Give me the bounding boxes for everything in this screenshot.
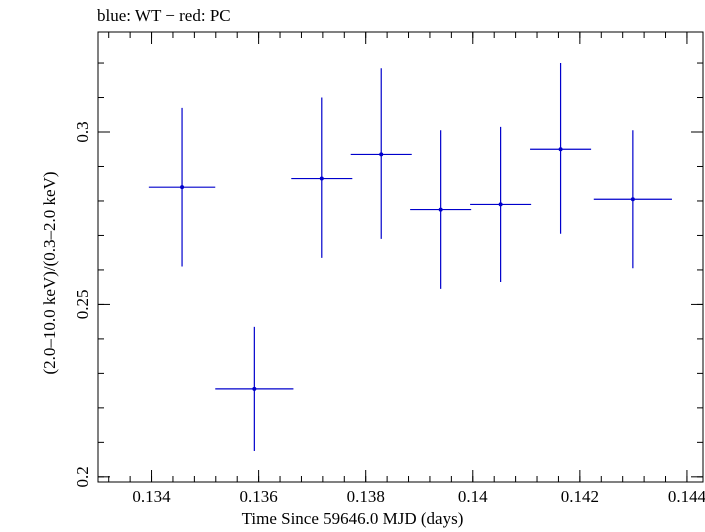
axis-ticks [98, 32, 703, 482]
x-tick-label: 0.142 [561, 487, 599, 506]
data-point [593, 130, 672, 269]
x-tick-label: 0.14 [458, 487, 488, 506]
data-marker [438, 207, 443, 212]
data-marker [558, 147, 563, 152]
data-point [470, 126, 532, 282]
tick-labels: 0.134 0.136 0.138 0.14 0.142 0.144 0.2 0.25 0.3 [73, 121, 705, 506]
plot-frame [97, 31, 704, 483]
data-point [350, 68, 412, 239]
y-tick-label: 0.3 [73, 121, 92, 142]
data-series [148, 63, 672, 451]
data-point [410, 130, 472, 289]
data-marker [252, 386, 257, 391]
data-marker [379, 152, 384, 157]
data-point [291, 97, 353, 258]
data-marker [498, 202, 503, 207]
x-axis-label: Time Since 59646.0 MJD (days) [241, 509, 464, 528]
y-tick-label: 0.2 [73, 466, 92, 487]
data-point [215, 326, 294, 451]
x-tick-label: 0.144 [668, 487, 705, 506]
x-tick-label: 0.134 [132, 487, 171, 506]
data-marker [319, 176, 324, 181]
data-marker [180, 185, 185, 190]
x-tick-label: 0.138 [347, 487, 385, 506]
chart-title: blue: WT − red: PC [97, 6, 231, 25]
x-tick-label: 0.136 [239, 487, 277, 506]
data-marker [630, 197, 635, 202]
y-axis-label: (2.0–10.0 keV)/(0.3–2.0 keV) [40, 171, 59, 375]
data-point [530, 63, 592, 234]
data-point [148, 107, 216, 267]
y-tick-label: 0.25 [73, 290, 92, 320]
